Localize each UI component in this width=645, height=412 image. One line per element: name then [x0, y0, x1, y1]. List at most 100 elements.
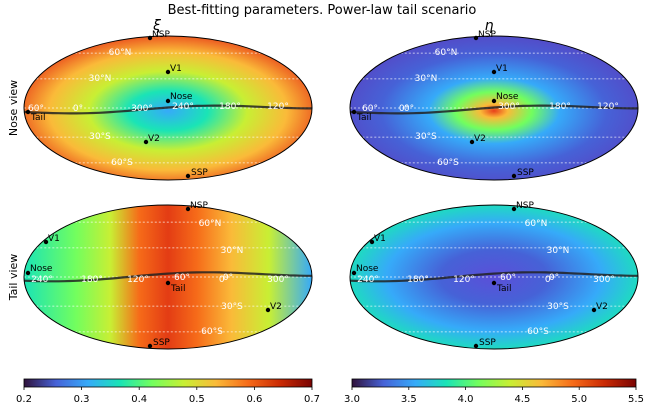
longitude-label: 180° [407, 275, 429, 285]
galactic-plane-line [24, 104, 312, 115]
colorbar-eta: 3.0 3.5 4.0 4.5 5.0 5.5 [344, 378, 644, 405]
latitude-label: 60°S [437, 158, 459, 168]
panel-title-xi: ξ [152, 18, 161, 34]
longitude-label: 60° [500, 273, 516, 283]
map-border [349, 204, 639, 350]
latitude-label: 60°N [525, 219, 548, 229]
graticule [24, 221, 312, 333]
map-panel-xi-tail: 60°N 30°N 0° 30°S 60°S 240° 180° 120° 60° 0° 300° N… [23, 201, 313, 350]
longitude-label: 60° [362, 104, 378, 114]
latitude-label: 0° [549, 273, 559, 283]
latitude-label: 30°N [415, 74, 438, 84]
marker-nose-label: Nose [30, 264, 53, 274]
marker-tail-dot [25, 109, 31, 115]
map-panel-eta-nose: 60°N 30°N 0° 30°S 60°S 60° 0° 300° 180° 120° NSP V1… [349, 30, 639, 181]
figure-title: Best-fitting parameters. Power-law tail … [168, 3, 477, 18]
marker-nsp-dot [147, 35, 153, 41]
marker-ssp-label: SSP [517, 168, 534, 178]
marker-v1-label: V1 [170, 64, 182, 74]
marker-v2-dot [265, 307, 271, 313]
colorbar-tick-label: 0.2 [16, 394, 32, 405]
marker-ssp-label: SSP [479, 338, 496, 348]
marker-nose-dot [351, 270, 357, 276]
latitude-label: 30°S [89, 132, 111, 142]
marker-tail-label: Tail [356, 113, 372, 123]
longitude-label: 180° [219, 102, 241, 112]
marker-v2-dot [469, 139, 475, 145]
longitude-label: 120° [267, 102, 289, 112]
map-panel-eta-tail: 60°N 30°N 0° 30°S 60°S 240° 180° 120° 60° 0° 300° N… [349, 201, 639, 350]
latitude-label: 0° [73, 104, 83, 114]
marker-nsp-dot [473, 35, 479, 41]
latitude-label: 30°N [89, 74, 112, 84]
marker-nsp-label: NSP [478, 30, 496, 40]
longitude-label: 300° [498, 102, 520, 112]
panel-title-eta: η [485, 18, 494, 34]
marker-v1-label: V1 [48, 234, 60, 244]
marker-nsp-dot [511, 206, 517, 212]
marker-v1-dot [165, 69, 171, 75]
marker-tail-dot [351, 109, 357, 115]
latitude-label: 0° [399, 104, 409, 114]
map-border [23, 204, 313, 350]
row-label-nose: Nose view [7, 80, 20, 136]
marker-tail-label: Tail [170, 284, 186, 294]
marker-v2-dot [143, 139, 149, 145]
marker-v1-dot [43, 239, 49, 245]
latitude-label: 30°S [221, 302, 243, 312]
colorbar-tick-label: 4.0 [458, 394, 474, 405]
marker-nose-dot [165, 98, 171, 104]
latitude-label: 30°N [547, 246, 570, 256]
longitude-label: 180° [81, 275, 103, 285]
marker-nose-label: Nose [170, 92, 193, 102]
marker-v2-label: V2 [596, 302, 608, 312]
marker-v1-label: V1 [496, 64, 508, 74]
galactic-plane-line [350, 104, 638, 115]
marker-v1-dot [491, 69, 497, 75]
latitude-label: 0° [223, 273, 233, 283]
longitude-label: 60° [28, 104, 44, 114]
marker-v2-label: V2 [474, 134, 486, 144]
colorbar-tick-label: 0.7 [304, 394, 320, 405]
colorbar-tick-label: 5.0 [571, 394, 587, 405]
marker-ssp-dot [511, 173, 517, 179]
colorbar-tick-label: 3.5 [401, 394, 417, 405]
graticule [24, 52, 312, 164]
marker-ssp-label: SSP [191, 168, 208, 178]
latitude-label: 60°S [527, 327, 549, 337]
marker-ssp-dot [185, 173, 191, 179]
latitude-label: 60°N [435, 48, 458, 58]
latitude-label: 30°S [415, 132, 437, 142]
marker-tail-dot [165, 280, 171, 286]
marker-tail-dot [491, 280, 497, 286]
longitude-label: 300° [593, 275, 615, 285]
latitude-label: 60°S [111, 158, 133, 168]
colorbar-tick-label: 5.5 [628, 394, 644, 405]
longitude-label: 120° [453, 275, 475, 285]
longitude-label: 240° [357, 275, 379, 285]
colorbar-tick-label: 0.5 [189, 394, 205, 405]
marker-ssp-dot [147, 343, 153, 349]
marker-nsp-label: NSP [190, 201, 208, 211]
longitude-label: 120° [597, 102, 619, 112]
latitude-label: 60°S [201, 327, 223, 337]
marker-v1-dot [369, 239, 375, 245]
longitude-label: 0° [404, 104, 414, 114]
marker-v2-label: V2 [270, 302, 282, 312]
map-border [23, 35, 313, 181]
latitude-label: 30°S [547, 302, 569, 312]
marker-ssp-dot [473, 343, 479, 349]
marker-nsp-label: NSP [516, 201, 534, 211]
latitude-label: 60°N [199, 219, 222, 229]
colorbar-tick-label: 0.3 [74, 394, 90, 405]
colorbar-xi: 0.2 0.3 0.4 0.5 0.6 0.7 [16, 378, 320, 405]
longitude-label: 0° [545, 275, 555, 285]
map-panel-xi-nose: 60°N 30°N 0° 30°S 60°S 60° 300° 240° 180° 120° NSP… [23, 30, 313, 181]
longitude-label: 120° [127, 275, 149, 285]
marker-nose-dot [491, 98, 497, 104]
latitude-label: 30°N [221, 246, 244, 256]
colorbar-tick-label: 0.6 [246, 394, 262, 405]
longitude-label: 60° [174, 273, 190, 283]
marker-nose-label: Nose [356, 264, 379, 274]
colorbar-tick-label: 3.0 [344, 394, 360, 405]
